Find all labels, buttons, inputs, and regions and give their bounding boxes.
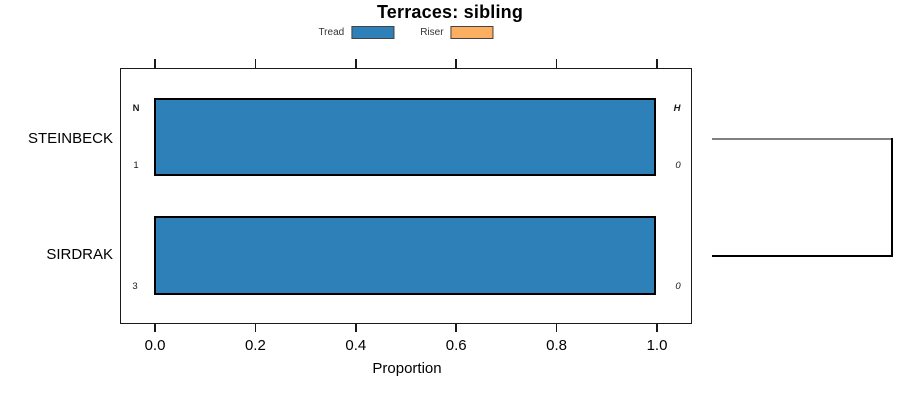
- legend-item-tread: Tread: [318, 26, 395, 39]
- riser-swatch-icon: [450, 26, 494, 39]
- col-header-h: H: [673, 103, 681, 114]
- legend-label-tread: Tread: [318, 27, 345, 38]
- x-tick-bottom: [656, 324, 658, 332]
- bar-track-sirdrak: [154, 216, 656, 295]
- x-axis-title: Proportion: [372, 360, 442, 377]
- x-tick-label: 0.0: [144, 337, 166, 354]
- x-tick-bottom: [355, 324, 357, 332]
- x-tick-top: [254, 59, 257, 68]
- x-tick-top: [555, 59, 558, 68]
- bar-sirdrak-tread: [154, 216, 656, 295]
- x-tick-label: 1.0: [646, 337, 668, 354]
- sibling-bracket-bottom-line: [712, 254, 893, 257]
- row1-n-value: 1: [133, 160, 139, 171]
- bar-steinbeck-tread: [154, 98, 656, 176]
- x-tick-bottom: [254, 324, 257, 332]
- row2-h-value: 0: [675, 281, 681, 292]
- tread-swatch-icon: [351, 26, 395, 39]
- bar-track-steinbeck: [154, 98, 656, 176]
- row1-h-value: 0: [675, 160, 681, 171]
- legend: Tread Riser: [318, 25, 494, 40]
- x-tick-label: 0.8: [546, 337, 568, 354]
- sibling-bracket-top-line: [712, 137, 893, 140]
- x-tick-label: 0.2: [244, 337, 266, 354]
- x-tick-bottom: [455, 324, 457, 332]
- sibling-bracket-vertical-line: [891, 137, 894, 257]
- col-header-n: N: [132, 103, 140, 114]
- legend-label-riser: Riser: [420, 27, 444, 38]
- x-tick-top: [355, 59, 357, 68]
- x-tick-bottom: [555, 324, 558, 332]
- x-tick-label: 0.6: [445, 337, 467, 354]
- x-tick-bottom: [154, 324, 156, 332]
- chart-title: Terraces: sibling: [376, 2, 524, 22]
- plot-area: N H 1 0 3 0: [120, 68, 692, 324]
- row-label-steinbeck: STEINBECK: [27, 130, 113, 147]
- x-tick-label: 0.4: [345, 337, 367, 354]
- x-tick-top: [656, 59, 658, 68]
- x-tick-top: [455, 59, 457, 68]
- row-label-sirdrak: SIRDRAK: [46, 246, 113, 263]
- legend-item-riser: Riser: [420, 26, 494, 39]
- x-tick-top: [154, 59, 156, 68]
- row2-n-value: 3: [132, 281, 138, 292]
